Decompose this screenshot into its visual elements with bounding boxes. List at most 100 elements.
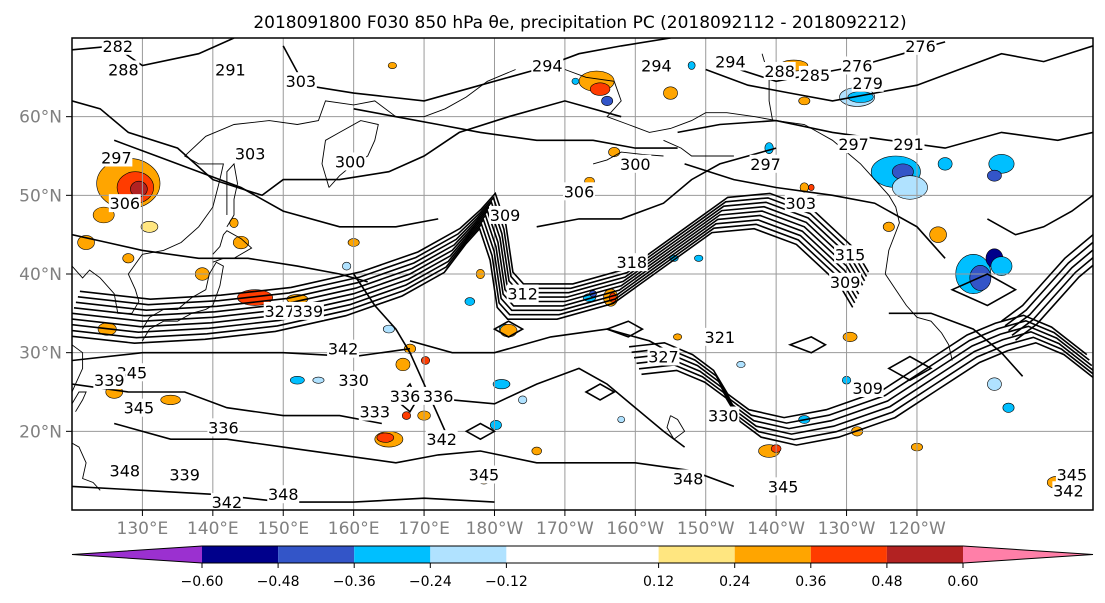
contour-label-background (892, 135, 925, 154)
precip-cell (663, 86, 678, 100)
colorbar-tick-label: 0.36 (795, 574, 826, 590)
precip-cell (694, 254, 704, 262)
colorbar-segment (658, 546, 735, 563)
colorbar-segment (202, 546, 279, 563)
x-tick-label: 150°E (257, 519, 309, 539)
contour-label-text: 282 (102, 37, 133, 56)
contour-label-text: 348 (673, 469, 704, 488)
contour-line (1015, 264, 1093, 341)
x-tick-label: 150°W (677, 519, 735, 539)
contour-label-text: 276 (905, 37, 936, 56)
contour-label-text: 336 (390, 387, 421, 406)
contour-label-background (829, 272, 862, 291)
contour-label: 315 (834, 245, 867, 264)
contour-line (641, 341, 1093, 446)
contour-label-text: 336 (208, 418, 239, 437)
contour-label-text: 330 (338, 371, 369, 390)
contour-label-background (767, 477, 800, 496)
contour-line (492, 320, 525, 338)
colorbar-tick-label: −0.60 (181, 574, 224, 590)
contour-line (72, 38, 235, 67)
precip-cell (990, 256, 1013, 276)
contour-label-background (506, 284, 539, 303)
contour-label: 294 (531, 56, 564, 75)
contour-label: 345 (1055, 465, 1088, 485)
precip-cell (929, 226, 947, 243)
contour-line (677, 119, 1093, 149)
contour-label-background (615, 253, 648, 272)
precip-cell (492, 379, 511, 390)
precip-cell (608, 147, 621, 158)
contour-line (72, 227, 854, 345)
contour-label: 345 (122, 398, 155, 418)
precip-cell (987, 377, 1002, 391)
precip-cell (842, 331, 858, 342)
contour-label-background (207, 418, 240, 437)
contour-line (604, 320, 645, 338)
contour-label: 282 (101, 37, 134, 56)
contour-label-text: 312 (507, 285, 538, 304)
contour-label: 348 (108, 461, 141, 481)
contour-label-text: 330 (708, 407, 739, 426)
colorbar-tick-label: 0.48 (871, 574, 902, 590)
contour-label: 345 (467, 465, 500, 485)
contour-label: 327 (263, 301, 296, 321)
contour-label-text: 309 (830, 273, 861, 292)
contour-label-text: 294 (641, 56, 672, 75)
precip-cell (395, 357, 411, 372)
contour-label-background (100, 148, 133, 167)
contour-label-background (210, 493, 243, 510)
contour-label-background (358, 402, 391, 421)
contour-label-text: 342 (426, 430, 457, 449)
contour-label: 321 (703, 327, 736, 347)
contour-label-text: 297 (750, 155, 781, 174)
colorbar-tick-label: 0.12 (643, 574, 674, 590)
colorbar-tick-label: 0.60 (947, 574, 978, 590)
contour-label: 312 (506, 284, 539, 304)
precip-cell (617, 416, 626, 423)
contour-label: 297 (749, 154, 782, 174)
contour-label-text: 291 (893, 135, 924, 154)
contour-label-text: 288 (764, 62, 795, 81)
precip-cell (518, 395, 528, 405)
colorbar-segment (430, 546, 507, 563)
contour-label: 294 (714, 52, 747, 72)
contour-label: 342 (425, 430, 458, 449)
precip-cell (289, 375, 305, 385)
coastline (226, 162, 238, 228)
contour-label-text: 336 (423, 387, 454, 406)
x-tick-label: 130°W (818, 519, 876, 539)
contour-label: 306 (562, 182, 595, 201)
contour-label: 291 (892, 135, 925, 154)
y-tick-label: 60°N (19, 108, 62, 128)
precip-cell (571, 77, 580, 85)
contour-label-text: 303 (235, 145, 266, 164)
precip-cell (798, 96, 811, 106)
colorbar-tick-label: −0.36 (333, 574, 376, 590)
contour-label-text: 333 (360, 403, 391, 422)
contour-label: 339 (168, 465, 201, 485)
precip-cell (312, 376, 325, 384)
contour-line (79, 191, 870, 301)
contour-label-text: 297 (838, 135, 869, 154)
coastline (72, 442, 101, 491)
y-tick-label: 40°N (19, 265, 62, 285)
contour-label-background (647, 347, 680, 366)
contour-line (1011, 256, 1093, 337)
contour-label-text: 285 (800, 66, 831, 85)
contour-label-background (234, 144, 267, 163)
precip-cell (489, 420, 502, 431)
contour-label-text: 345 (1057, 466, 1088, 485)
x-tick-label: 140°W (747, 519, 805, 539)
contour-label: 303 (234, 144, 267, 164)
colorbar-tick-label: −0.24 (409, 574, 452, 590)
colorbar-segment (506, 546, 659, 563)
contour-label-background (291, 301, 324, 320)
contour-line (452, 367, 686, 448)
contour-label-background (108, 461, 141, 480)
contour-label-background (263, 301, 296, 320)
contour-label: 342 (210, 493, 243, 510)
x-tick-label: 160°E (328, 519, 380, 539)
contour-label-background (707, 406, 740, 425)
precip-cell (687, 61, 696, 70)
